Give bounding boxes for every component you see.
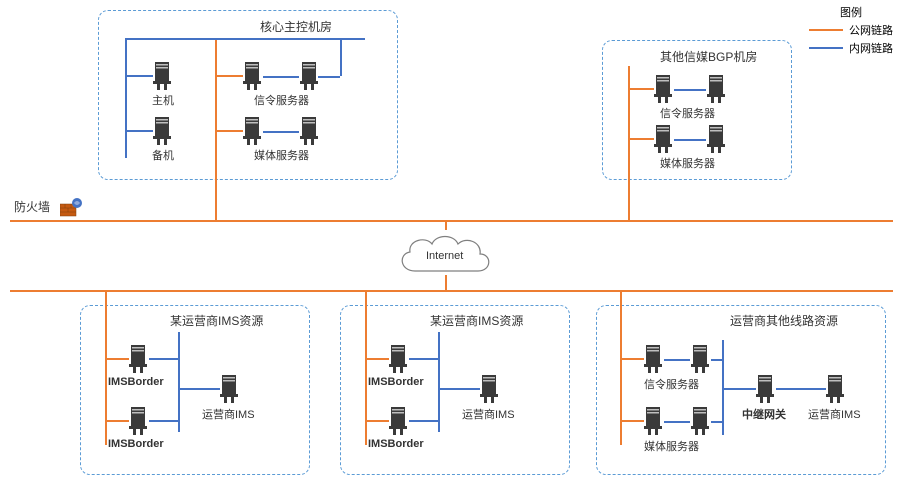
server-icon — [756, 375, 774, 403]
ims1-blue-v — [178, 332, 180, 432]
core-box — [98, 10, 398, 180]
server-icon — [707, 75, 725, 103]
other-media-label: 媒体服务器 — [644, 438, 699, 454]
server-icon — [480, 375, 498, 403]
ims2-b2-stub — [365, 420, 389, 422]
core-uplink — [215, 38, 217, 220]
bgp-media-label: 媒体服务器 — [660, 155, 715, 171]
core-media-pair-link — [263, 131, 299, 133]
ims2-blue-h — [438, 388, 480, 390]
ims1-b1-stub — [105, 358, 129, 360]
other-media-pair — [664, 421, 690, 423]
server-icon — [129, 345, 147, 373]
core-sig-pair-link — [263, 76, 299, 78]
core-intlink-v — [125, 38, 127, 158]
server-icon — [243, 117, 261, 145]
server-icon — [153, 117, 171, 145]
server-icon — [644, 407, 662, 435]
bgp-sig-stub — [628, 88, 654, 90]
other-title: 运营商其他线路资源 — [730, 312, 838, 329]
legend: 图例 公网链路 内网链路 — [809, 4, 893, 56]
server-icon — [389, 407, 407, 435]
server-icon — [826, 375, 844, 403]
core-signal-label: 信令服务器 — [254, 92, 309, 108]
server-icon — [300, 117, 318, 145]
backbone-bottom — [10, 290, 893, 292]
cloud-link-top — [445, 220, 447, 230]
server-icon — [691, 345, 709, 373]
server-icon — [220, 375, 238, 403]
ims2-blue-v — [438, 332, 440, 432]
core-media-stub — [215, 130, 243, 132]
ims2-blue-top — [409, 358, 438, 360]
ims1-border1: IMSBorder — [108, 376, 164, 388]
core-host-label: 主机 — [152, 92, 174, 108]
ims1-title: 某运营商IMS资源 — [170, 312, 263, 329]
legend-public: 公网链路 — [849, 22, 893, 38]
cloud-link-bottom — [445, 275, 447, 290]
ims1-blue-h — [178, 388, 220, 390]
core-intlink-h — [125, 38, 365, 40]
core-host-stub — [125, 75, 153, 77]
other-blue-media — [711, 421, 722, 423]
bgp-media-pair-link — [674, 139, 706, 141]
other-ims-label: 运营商IMS — [808, 406, 861, 422]
ims1-b2-stub — [105, 420, 129, 422]
server-icon — [243, 62, 261, 90]
ims1-border2: IMSBorder — [108, 438, 164, 450]
cloud-label: Internet — [426, 250, 463, 262]
ims2-blue-bot — [409, 420, 438, 422]
ims2-ims-label: 运营商IMS — [462, 406, 515, 422]
core-sig-blue-h — [318, 76, 340, 78]
ims1-uplink — [105, 290, 107, 445]
ims1-blue-bot — [149, 420, 178, 422]
server-icon — [654, 125, 672, 153]
ims2-b1-stub — [365, 358, 389, 360]
core-backup-label: 备机 — [152, 147, 174, 163]
core-title: 核心主控机房 — [260, 18, 332, 35]
ims1-blue-top — [149, 358, 178, 360]
other-sig-stub — [620, 358, 644, 360]
firewall-icon — [60, 196, 84, 218]
bgp-media-stub — [628, 138, 654, 140]
server-icon — [300, 62, 318, 90]
other-sig-pair — [664, 359, 690, 361]
server-icon — [707, 125, 725, 153]
other-uplink — [620, 290, 622, 445]
legend-title: 图例 — [809, 4, 893, 20]
ims1-ims-label: 运营商IMS — [202, 406, 255, 422]
server-icon — [691, 407, 709, 435]
ims2-border2: IMSBorder — [368, 438, 424, 450]
core-backup-stub — [125, 130, 153, 132]
server-icon — [153, 62, 171, 90]
server-icon — [654, 75, 672, 103]
server-icon — [389, 345, 407, 373]
bgp-title: 其他信媒BGP机房 — [660, 48, 757, 65]
ims2-uplink — [365, 290, 367, 445]
other-media-stub — [620, 420, 644, 422]
core-media-label: 媒体服务器 — [254, 147, 309, 163]
other-signal-label: 信令服务器 — [644, 376, 699, 392]
other-relay-label: 中继网关 — [742, 406, 786, 422]
server-icon — [644, 345, 662, 373]
bgp-sig-pair-link — [674, 89, 706, 91]
legend-internal: 内网链路 — [849, 40, 893, 56]
core-sig-stub — [215, 75, 243, 77]
server-icon — [129, 407, 147, 435]
backbone-top — [10, 220, 893, 222]
ims2-border1: IMSBorder — [368, 376, 424, 388]
other-blue-relay — [722, 388, 756, 390]
firewall-label: 防火墙 — [14, 198, 50, 215]
core-sig-blue-v — [340, 38, 342, 76]
bgp-signal-label: 信令服务器 — [660, 105, 715, 121]
other-blue-sig — [711, 359, 722, 361]
other-relay-ims-link — [776, 388, 826, 390]
ims2-title: 某运营商IMS资源 — [430, 312, 523, 329]
